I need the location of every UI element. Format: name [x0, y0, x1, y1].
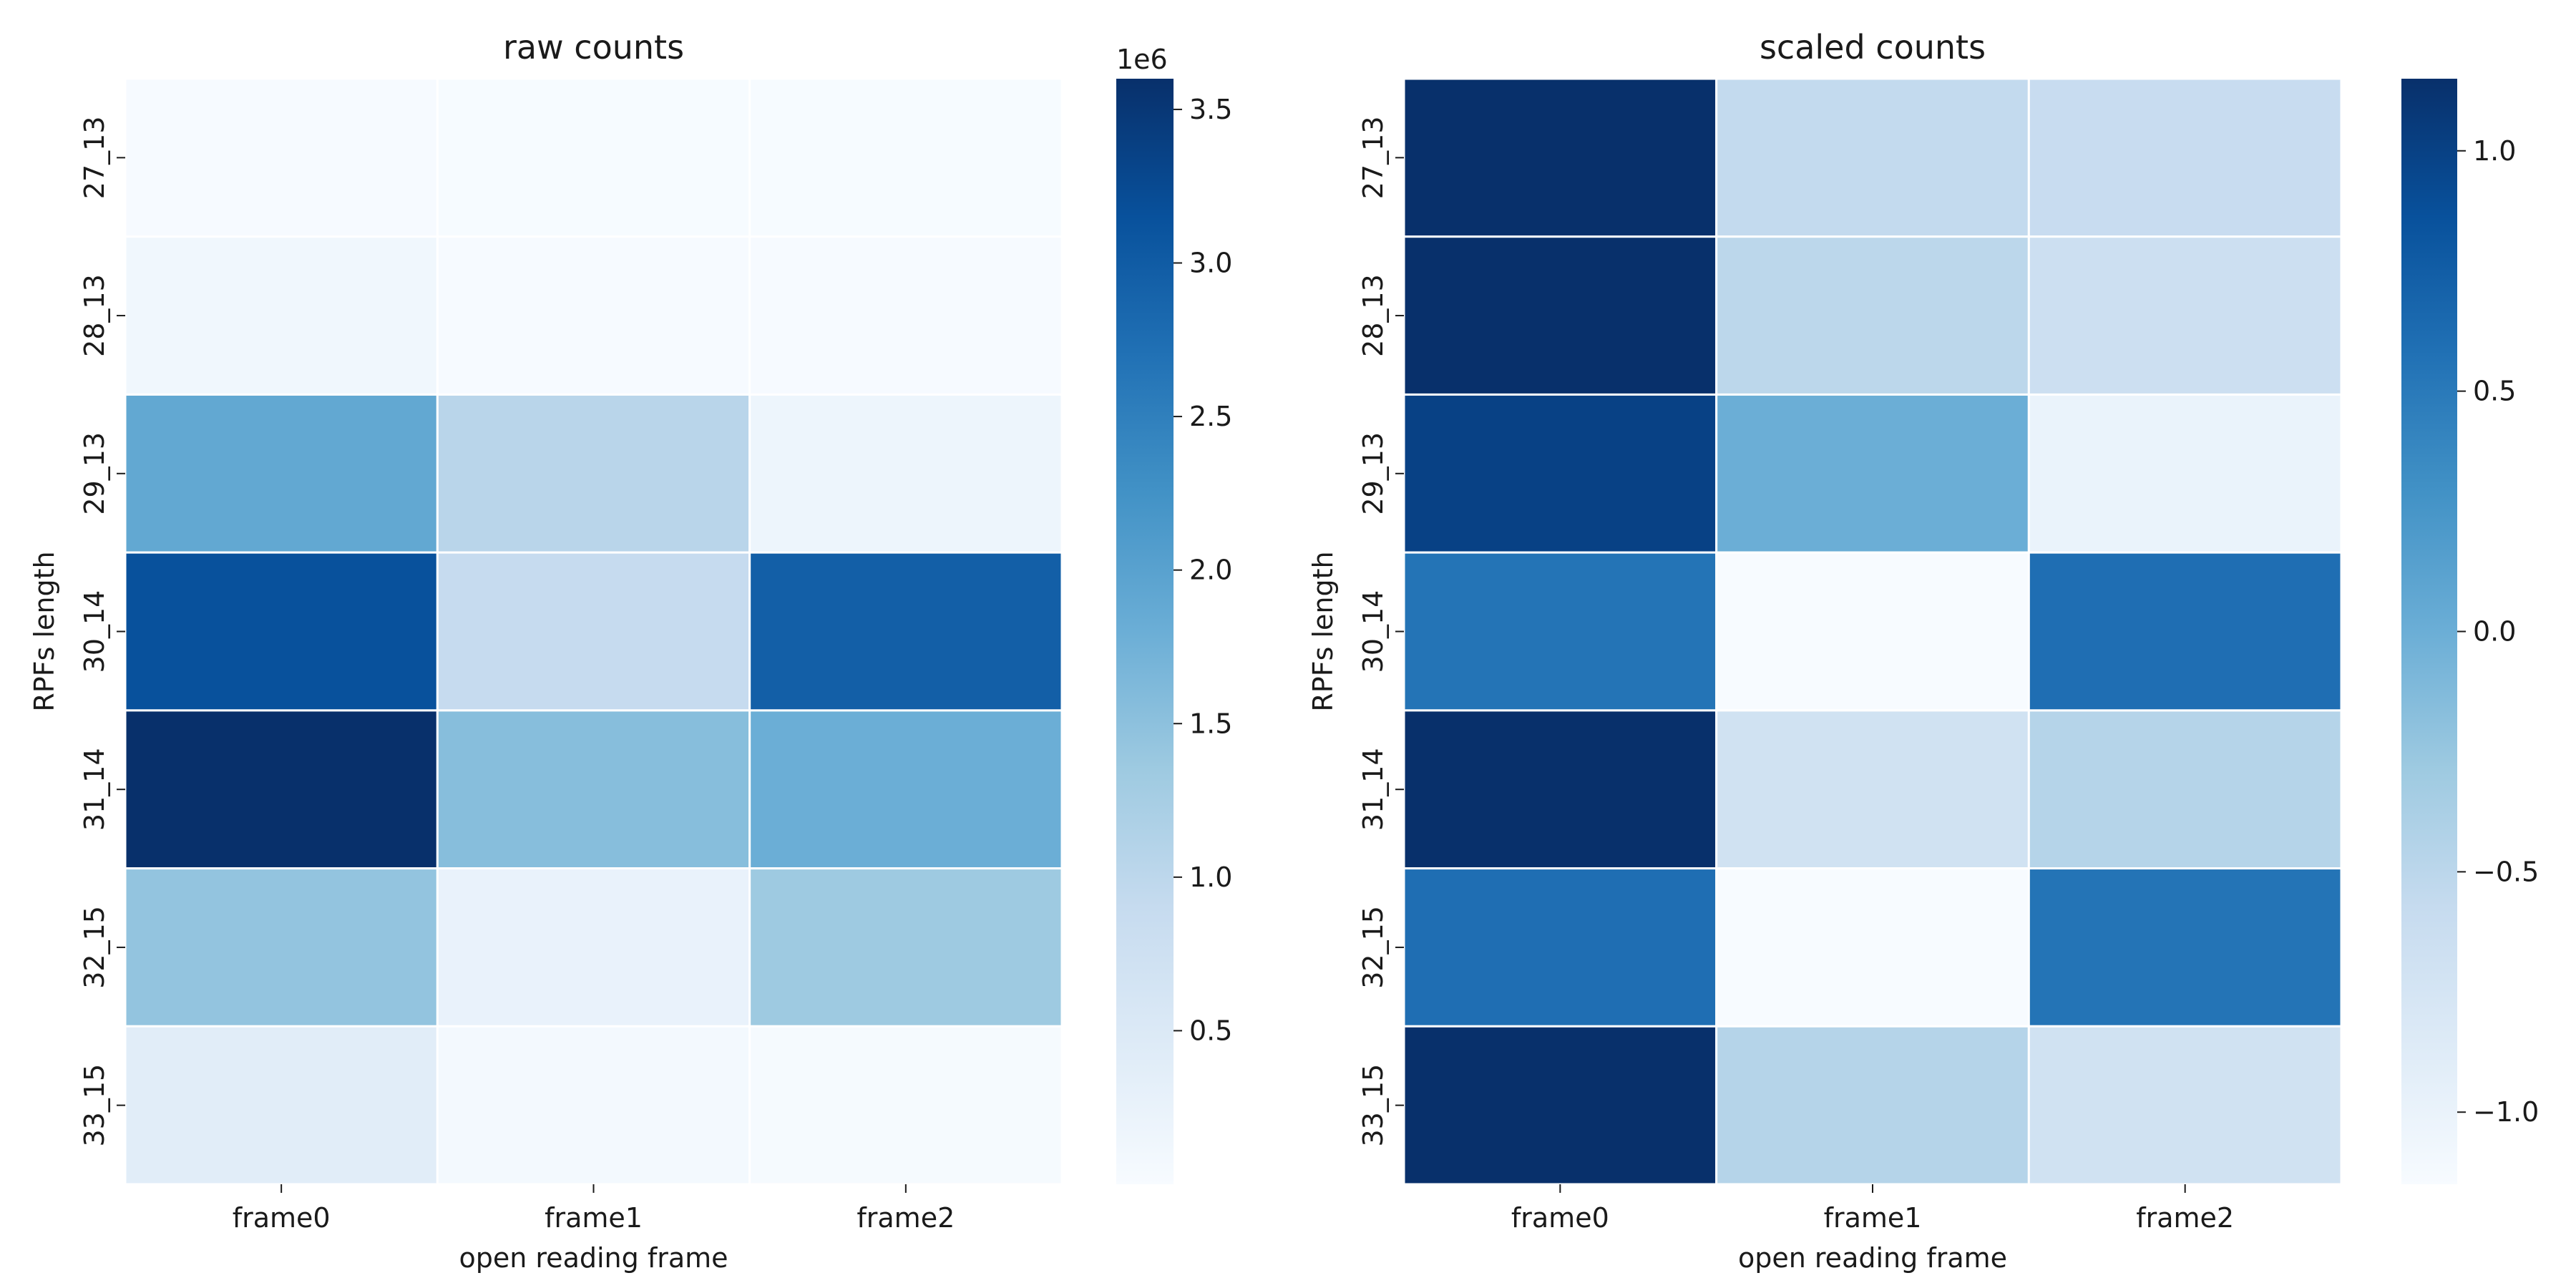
- heatmap-cell: [436, 1025, 751, 1186]
- heatmap-cell: [124, 1025, 439, 1186]
- heatmap-cell: [748, 77, 1063, 238]
- y-tick-label: 32_15: [1357, 906, 1389, 989]
- heatmap-cell: [124, 709, 439, 870]
- heatmap-cell: [748, 551, 1063, 712]
- heatmap-cell: [124, 235, 439, 396]
- heatmap-cell: [436, 709, 751, 870]
- colorbar-tick-label: 2.0: [1189, 555, 1232, 586]
- heatmap-cell: [436, 77, 751, 238]
- heatmap-cell: [748, 235, 1063, 396]
- x-tick-label: frame1: [545, 1202, 643, 1234]
- y-tick-label: 33_15: [1357, 1064, 1389, 1147]
- x-tick-label: frame2: [2136, 1202, 2234, 1234]
- heatmap-cell: [748, 867, 1063, 1028]
- heatmap-cell: [1402, 867, 1718, 1028]
- y-tick-label: 32_15: [79, 906, 110, 989]
- y-tick-label: 31_14: [1357, 748, 1389, 831]
- heatmap-cell: [748, 709, 1063, 870]
- heatmap-cell: [2027, 709, 2343, 870]
- colorbar-tick-label: 2.5: [1189, 401, 1232, 432]
- heatmap-cell: [2027, 77, 2343, 238]
- y-tick-label: 30_14: [79, 590, 110, 673]
- colorbar-tick-label: 1.5: [1189, 708, 1232, 739]
- heatmap-cell: [124, 867, 439, 1028]
- y-tick-label: 27_13: [1357, 116, 1389, 199]
- colorbar: 0.5 1.0 1.5 2.0 2.5 3.0 3.5 1e6: [1116, 44, 1232, 1184]
- colorbar-offset-label: 1e6: [1116, 44, 1168, 75]
- y-tick-label: 27_13: [79, 116, 110, 199]
- heatmap-panel-1: raw counts frame0 frame1 frame2 open reading…: [29, 28, 1232, 1274]
- colorbar-tick-label: 3.5: [1189, 94, 1232, 125]
- y-tick-label: 33_15: [79, 1064, 110, 1147]
- heatmap-cell: [748, 1025, 1063, 1186]
- y-tick-label: 29_13: [79, 432, 110, 515]
- heatmap-cell: [1715, 77, 2030, 238]
- y-tick-label: 28_13: [1357, 274, 1389, 357]
- x-tick-label: frame0: [233, 1202, 331, 1234]
- x-axis-label: open reading frame: [459, 1242, 728, 1274]
- heatmap-cell: [436, 393, 751, 554]
- colorbar-gradient: [1116, 79, 1174, 1184]
- heatmap-cell: [2027, 867, 2343, 1028]
- heatmap-cell: [1715, 709, 2030, 870]
- heatmap-cell: [1402, 235, 1718, 396]
- chart-title: raw counts: [503, 28, 684, 67]
- heatmap-cell: [1715, 393, 2030, 554]
- x-tick-label: frame2: [857, 1202, 955, 1234]
- heatmap-cell: [2027, 1025, 2343, 1186]
- heatmap-cell: [124, 551, 439, 712]
- y-axis-label: RPFs length: [29, 551, 60, 711]
- y-tick-label: 29_13: [1357, 432, 1389, 515]
- colorbar-tick-label: 1.0: [2473, 135, 2516, 167]
- heatmap-cell: [2027, 393, 2343, 554]
- heatmap-cell: [1715, 1025, 2030, 1186]
- heatmap-cell: [2027, 235, 2343, 396]
- heatmap-cell: [1402, 1025, 1718, 1186]
- heatmap-cell: [436, 235, 751, 396]
- heatmap-cell: [1402, 709, 1718, 870]
- heatmap-cell: [124, 77, 439, 238]
- colorbar-tick-label: 0.5: [2473, 376, 2516, 407]
- heatmap-panel-2: scaled counts frame0 frame1 frame2 open read…: [1307, 28, 2539, 1274]
- heatmap-cell: [436, 867, 751, 1028]
- x-tick-label: frame1: [1824, 1202, 1922, 1234]
- heatmap-cell: [1715, 235, 2030, 396]
- heatmap-cell: [2027, 551, 2343, 712]
- colorbar-gradient: [2401, 79, 2457, 1184]
- heatmap-cell: [436, 551, 751, 712]
- heatmap-cell: [1402, 393, 1718, 554]
- colorbar-tick-label: 0.5: [1189, 1015, 1232, 1046]
- y-tick-label: 31_14: [79, 748, 110, 831]
- colorbar: −1.0 −0.5 0.0 0.5 1.0: [2401, 79, 2539, 1184]
- y-axis-label: RPFs length: [1307, 551, 1339, 711]
- colorbar-tick-label: 3.0: [1189, 248, 1232, 279]
- y-tick-label: 28_13: [79, 274, 110, 357]
- heatmap-cell: [1715, 867, 2030, 1028]
- heatmap-cell: [748, 393, 1063, 554]
- colorbar-tick-label: 1.0: [1189, 862, 1232, 893]
- x-tick-label: frame0: [1511, 1202, 1609, 1234]
- heatmap-cell: [124, 393, 439, 554]
- heatmap-cell: [1402, 77, 1718, 238]
- colorbar-tick-label: 0.0: [2473, 616, 2516, 648]
- chart-title: scaled counts: [1760, 28, 1986, 67]
- heatmap-cell: [1715, 551, 2030, 712]
- heatmap-cell: [1402, 551, 1718, 712]
- y-tick-label: 30_14: [1357, 590, 1389, 673]
- colorbar-tick-label: −0.5: [2473, 856, 2539, 887]
- colorbar-tick-label: −1.0: [2473, 1096, 2539, 1128]
- x-axis-label: open reading frame: [1738, 1242, 2007, 1274]
